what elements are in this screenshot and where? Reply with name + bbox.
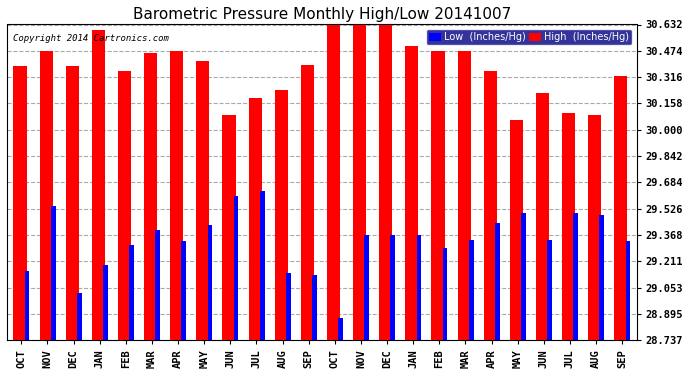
Bar	[380, 25, 393, 340]
Bar	[103, 265, 108, 340]
Bar	[312, 275, 317, 340]
Bar	[155, 230, 160, 340]
Bar	[286, 273, 290, 340]
Bar	[197, 62, 209, 340]
Bar	[495, 223, 500, 340]
Bar	[25, 272, 30, 340]
Bar	[457, 51, 471, 340]
Bar	[39, 51, 52, 340]
Bar	[92, 30, 105, 340]
Bar	[275, 90, 288, 340]
Bar	[562, 113, 575, 340]
Bar	[364, 235, 369, 340]
Bar	[51, 207, 55, 340]
Text: Copyright 2014 Cartronics.com: Copyright 2014 Cartronics.com	[13, 34, 169, 43]
Bar	[391, 235, 395, 340]
Bar	[510, 120, 523, 340]
Bar	[77, 293, 81, 340]
Title: Barometric Pressure Monthly High/Low 20141007: Barometric Pressure Monthly High/Low 201…	[132, 7, 511, 22]
Bar	[547, 240, 552, 340]
Bar	[588, 115, 601, 340]
Bar	[614, 76, 627, 340]
Bar	[443, 248, 447, 340]
Bar	[301, 65, 314, 340]
Bar	[417, 235, 422, 340]
Bar	[484, 72, 497, 340]
Bar	[626, 242, 630, 340]
Bar	[573, 213, 578, 340]
Bar	[14, 66, 26, 340]
Bar	[222, 115, 235, 340]
Bar	[118, 72, 131, 340]
Bar	[327, 25, 340, 340]
Bar	[260, 192, 264, 340]
Bar	[353, 25, 366, 340]
Bar	[600, 215, 604, 340]
Bar	[521, 213, 526, 340]
Bar	[405, 46, 418, 340]
Bar	[469, 240, 473, 340]
Bar	[536, 93, 549, 340]
Bar	[234, 196, 239, 340]
Bar	[208, 225, 213, 340]
Bar	[66, 66, 79, 340]
Bar	[144, 53, 157, 340]
Bar	[248, 98, 262, 340]
Bar	[431, 51, 444, 340]
Bar	[170, 51, 184, 340]
Bar	[129, 245, 134, 340]
Legend: Low  (Inches/Hg), High  (Inches/Hg): Low (Inches/Hg), High (Inches/Hg)	[426, 29, 631, 45]
Bar	[181, 242, 186, 340]
Bar	[338, 318, 343, 340]
